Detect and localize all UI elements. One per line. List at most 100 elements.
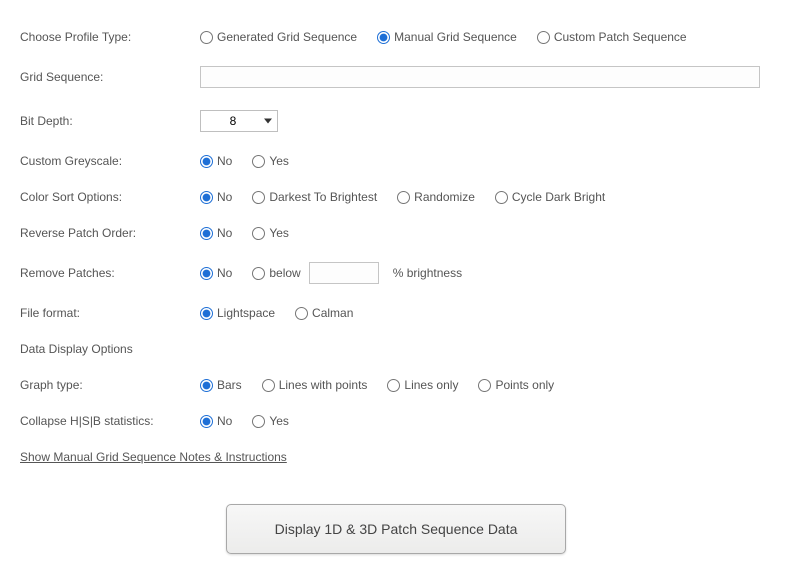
radio-input-profile-custom[interactable]: [537, 31, 550, 44]
radio-input-remove-below[interactable]: [252, 267, 265, 280]
options-custom-greyscale: No Yes: [200, 154, 772, 168]
row-graph-type: Graph type: Bars Lines with points Lines…: [20, 378, 772, 392]
label-grid-sequence: Grid Sequence:: [20, 70, 200, 84]
radio-label-reverse-no: No: [217, 226, 232, 240]
label-bit-depth: Bit Depth:: [20, 114, 200, 128]
options-file-format: Lightspace Calman: [200, 306, 772, 320]
radio-colorsort-darkest[interactable]: Darkest To Brightest: [252, 190, 377, 204]
radio-label-colorsort-darkest: Darkest To Brightest: [269, 190, 377, 204]
radio-label-graph-lines-only: Lines only: [404, 378, 458, 392]
radio-input-colorsort-randomize[interactable]: [397, 191, 410, 204]
radio-label-reverse-yes: Yes: [269, 226, 289, 240]
radio-input-reverse-no[interactable]: [200, 227, 213, 240]
radio-label-collapse-no: No: [217, 414, 232, 428]
options-graph-type: Bars Lines with points Lines only Points…: [200, 378, 772, 392]
label-remove-patches: Remove Patches:: [20, 266, 200, 280]
radio-graph-lines-only[interactable]: Lines only: [387, 378, 458, 392]
form-container: Choose Profile Type: Generated Grid Sequ…: [0, 0, 792, 574]
row-display-button: Display 1D & 3D Patch Sequence Data: [20, 504, 772, 554]
radio-format-lightspace[interactable]: Lightspace: [200, 306, 275, 320]
radio-label-profile-manual: Manual Grid Sequence: [394, 30, 517, 44]
label-reverse-patch: Reverse Patch Order:: [20, 226, 200, 240]
radio-colorsort-no[interactable]: No: [200, 190, 232, 204]
radio-label-graph-points-only: Points only: [495, 378, 554, 392]
radio-input-graph-bars[interactable]: [200, 379, 213, 392]
radio-graph-lines-points[interactable]: Lines with points: [262, 378, 368, 392]
row-notes-link: Show Manual Grid Sequence Notes & Instru…: [20, 450, 772, 464]
input-grid-sequence[interactable]: [200, 66, 760, 88]
radio-greyscale-no[interactable]: No: [200, 154, 232, 168]
row-remove-patches: Remove Patches: No below % brightness: [20, 262, 772, 284]
radio-colorsort-randomize[interactable]: Randomize: [397, 190, 475, 204]
radio-graph-bars[interactable]: Bars: [200, 378, 242, 392]
options-profile-type: Generated Grid Sequence Manual Grid Sequ…: [200, 30, 772, 44]
radio-input-collapse-yes[interactable]: [252, 415, 265, 428]
label-graph-type: Graph type:: [20, 378, 200, 392]
input-col-bit-depth: 8: [200, 110, 772, 132]
radio-input-format-calman[interactable]: [295, 307, 308, 320]
radio-label-profile-custom: Custom Patch Sequence: [554, 30, 687, 44]
radio-input-greyscale-yes[interactable]: [252, 155, 265, 168]
radio-input-colorsort-darkest[interactable]: [252, 191, 265, 204]
radio-input-graph-points-only[interactable]: [478, 379, 491, 392]
options-remove-patches: No below % brightness: [200, 262, 772, 284]
radio-input-format-lightspace[interactable]: [200, 307, 213, 320]
label-file-format: File format:: [20, 306, 200, 320]
radio-input-greyscale-no[interactable]: [200, 155, 213, 168]
label-color-sort: Color Sort Options:: [20, 190, 200, 204]
radio-label-format-calman: Calman: [312, 306, 353, 320]
select-bit-depth[interactable]: 8: [200, 110, 278, 132]
radio-input-graph-lines-only[interactable]: [387, 379, 400, 392]
radio-label-greyscale-no: No: [217, 154, 232, 168]
section-header-data-display: Data Display Options: [20, 342, 772, 356]
row-collapse-hsb: Collapse H|S|B statistics: No Yes: [20, 414, 772, 428]
input-remove-threshold[interactable]: [309, 262, 379, 284]
options-color-sort: No Darkest To Brightest Randomize Cycle …: [200, 190, 772, 204]
radio-colorsort-cycle[interactable]: Cycle Dark Bright: [495, 190, 605, 204]
row-grid-sequence: Grid Sequence:: [20, 66, 772, 88]
radio-label-remove-below: below: [269, 266, 300, 280]
button-display-patch-data[interactable]: Display 1D & 3D Patch Sequence Data: [226, 504, 567, 554]
radio-reverse-yes[interactable]: Yes: [252, 226, 289, 240]
radio-remove-below[interactable]: below: [252, 266, 300, 280]
radio-label-graph-lines-points: Lines with points: [279, 378, 368, 392]
radio-graph-points-only[interactable]: Points only: [478, 378, 554, 392]
link-show-notes[interactable]: Show Manual Grid Sequence Notes & Instru…: [20, 450, 287, 464]
row-profile-type: Choose Profile Type: Generated Grid Sequ…: [20, 30, 772, 44]
row-custom-greyscale: Custom Greyscale: No Yes: [20, 154, 772, 168]
radio-profile-generated[interactable]: Generated Grid Sequence: [200, 30, 357, 44]
radio-label-collapse-yes: Yes: [269, 414, 289, 428]
radio-collapse-no[interactable]: No: [200, 414, 232, 428]
row-bit-depth: Bit Depth: 8: [20, 110, 772, 132]
radio-profile-manual[interactable]: Manual Grid Sequence: [377, 30, 517, 44]
radio-label-colorsort-randomize: Randomize: [414, 190, 475, 204]
radio-profile-custom[interactable]: Custom Patch Sequence: [537, 30, 687, 44]
row-file-format: File format: Lightspace Calman: [20, 306, 772, 320]
radio-input-profile-generated[interactable]: [200, 31, 213, 44]
radio-collapse-yes[interactable]: Yes: [252, 414, 289, 428]
label-profile-type: Choose Profile Type:: [20, 30, 200, 44]
radio-reverse-no[interactable]: No: [200, 226, 232, 240]
radio-input-profile-manual[interactable]: [377, 31, 390, 44]
radio-label-format-lightspace: Lightspace: [217, 306, 275, 320]
label-collapse-hsb: Collapse H|S|B statistics:: [20, 414, 200, 428]
radio-remove-no[interactable]: No: [200, 266, 232, 280]
radio-format-calman[interactable]: Calman: [295, 306, 353, 320]
radio-label-remove-no: No: [217, 266, 232, 280]
radio-greyscale-yes[interactable]: Yes: [252, 154, 289, 168]
row-color-sort: Color Sort Options: No Darkest To Bright…: [20, 190, 772, 204]
radio-label-profile-generated: Generated Grid Sequence: [217, 30, 357, 44]
radio-input-colorsort-no[interactable]: [200, 191, 213, 204]
radio-input-remove-no[interactable]: [200, 267, 213, 280]
radio-input-collapse-no[interactable]: [200, 415, 213, 428]
options-reverse-patch: No Yes: [200, 226, 772, 240]
radio-label-colorsort-cycle: Cycle Dark Bright: [512, 190, 605, 204]
radio-label-colorsort-no: No: [217, 190, 232, 204]
options-collapse-hsb: No Yes: [200, 414, 772, 428]
label-remove-suffix: % brightness: [393, 266, 462, 280]
radio-input-reverse-yes[interactable]: [252, 227, 265, 240]
radio-input-graph-lines-points[interactable]: [262, 379, 275, 392]
radio-label-greyscale-yes: Yes: [269, 154, 289, 168]
select-wrap-bit-depth: 8: [200, 110, 278, 132]
radio-input-colorsort-cycle[interactable]: [495, 191, 508, 204]
